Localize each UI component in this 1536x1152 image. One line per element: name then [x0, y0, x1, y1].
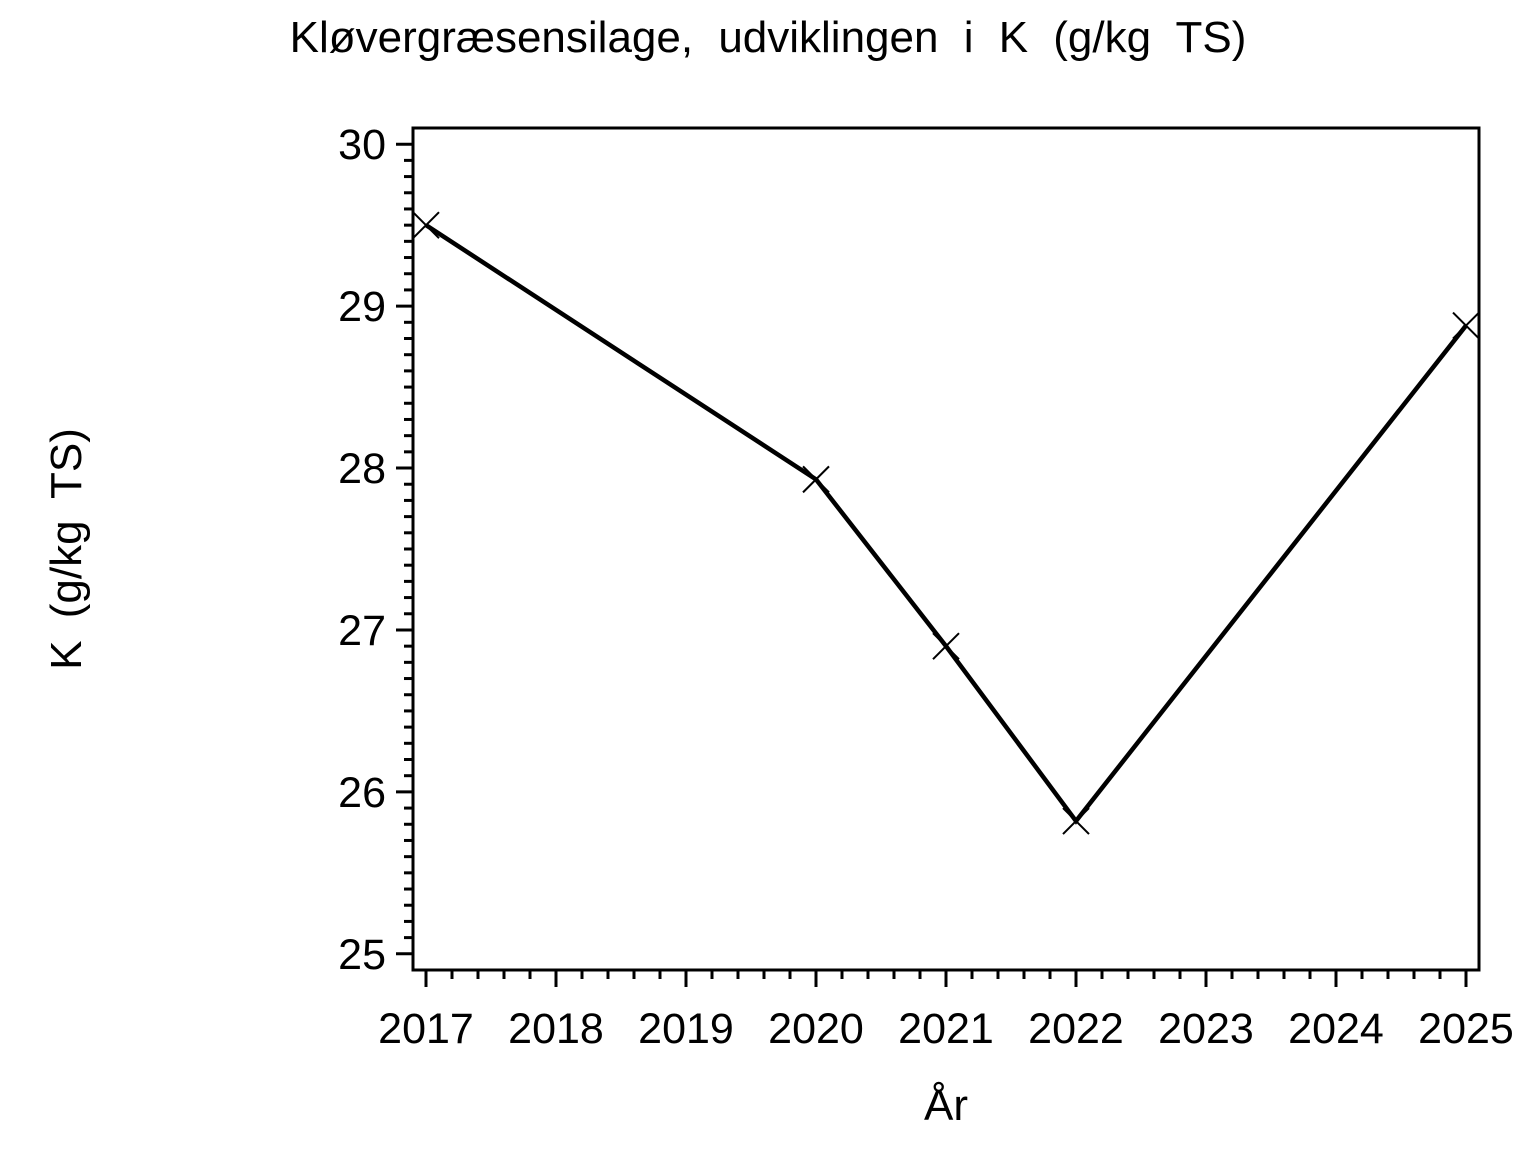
- x-axis-tick-label: 2017: [378, 1005, 474, 1053]
- x-axis-tick-label: 2021: [898, 1005, 994, 1053]
- data-point-marker: [412, 211, 440, 239]
- data-point-marker: [1452, 311, 1480, 340]
- x-axis-tick-label: 2025: [1418, 1005, 1514, 1053]
- x-axis-title: År: [924, 1081, 968, 1130]
- y-axis-tick-label: 26: [338, 769, 386, 817]
- y-axis-tick-label: 30: [338, 121, 386, 169]
- x-axis-tick-label: 2022: [1028, 1005, 1124, 1053]
- x-axis-tick-label: 2019: [638, 1005, 734, 1053]
- x-axis-tick-label: 2020: [768, 1005, 864, 1053]
- x-axis-tick-label: 2018: [508, 1005, 604, 1053]
- data-line: [424, 223, 1468, 825]
- y-axis-tick-label: 27: [338, 607, 386, 655]
- chart-title: Kløvergræsensilage, udviklingen i K (g/k…: [289, 13, 1247, 62]
- x-axis-tick-label: 2023: [1158, 1005, 1254, 1053]
- y-axis-tick-label: 25: [338, 931, 386, 979]
- y-axis-tick-label: 29: [338, 283, 386, 331]
- data-point-marker: [802, 465, 830, 494]
- plot-frame: [411, 126, 1481, 972]
- data-point-marker: [1062, 807, 1090, 835]
- x-axis-tick-label: 2024: [1288, 1005, 1384, 1053]
- data-point-marker: [932, 632, 960, 660]
- y-axis-tick-label: 28: [338, 445, 386, 493]
